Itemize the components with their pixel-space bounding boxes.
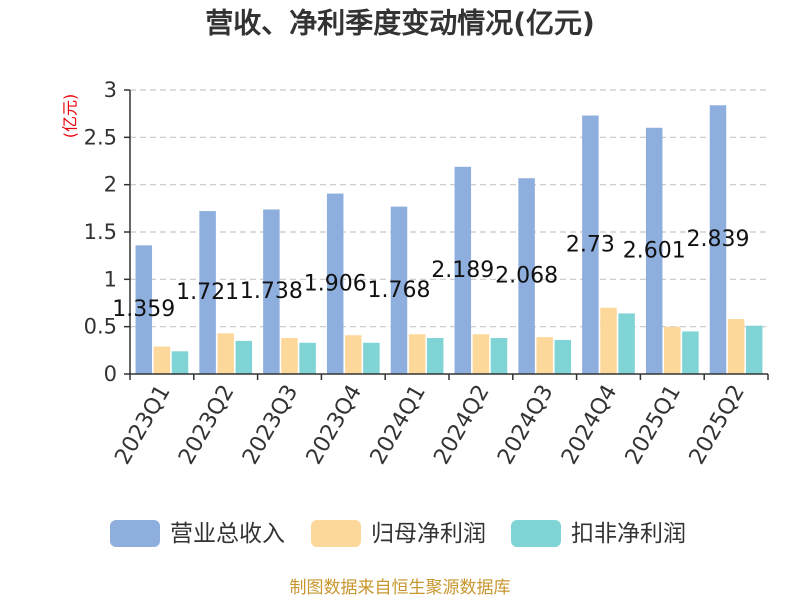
y-tick-label: 0.5 bbox=[84, 315, 117, 339]
x-tick-label: 2023Q4 bbox=[302, 381, 367, 469]
bar-deducted-net-profit bbox=[618, 313, 635, 374]
data-label-revenue: 1.768 bbox=[368, 278, 431, 303]
axes: 00.511.522.532023Q12023Q22023Q32023Q4202… bbox=[84, 78, 769, 469]
data-label-revenue: 2.73 bbox=[566, 232, 615, 257]
bar-deducted-net-profit bbox=[490, 338, 508, 374]
legend-swatch bbox=[511, 520, 561, 547]
data-label-revenue: 2.068 bbox=[495, 264, 558, 289]
y-tick-label: 2.5 bbox=[84, 125, 117, 149]
bar-net-profit bbox=[600, 307, 617, 374]
bar-revenue bbox=[263, 209, 280, 374]
bar-net-profit bbox=[408, 334, 426, 374]
data-label-revenue: 2.601 bbox=[623, 238, 686, 263]
bar-revenue bbox=[199, 211, 216, 374]
x-tick-label: 2024Q4 bbox=[557, 381, 622, 469]
y-tick-label: 2 bbox=[104, 173, 117, 197]
x-tick-label: 2025Q2 bbox=[685, 381, 750, 469]
bar-net-profit bbox=[536, 337, 553, 374]
x-tick-label: 2025Q1 bbox=[621, 381, 686, 469]
data-label-revenue: 1.359 bbox=[112, 297, 175, 322]
y-tick-label: 3 bbox=[104, 78, 117, 102]
x-tick-label: 2024Q2 bbox=[429, 381, 494, 469]
legend: 营业总收入 归母净利润 扣非净利润 bbox=[110, 520, 686, 547]
data-label-revenue: 1.721 bbox=[176, 280, 239, 305]
bar-revenue bbox=[518, 178, 535, 374]
y-tick-label: 1 bbox=[104, 267, 117, 291]
x-tick-label: 2023Q3 bbox=[238, 381, 303, 469]
bar-net-profit bbox=[153, 346, 171, 374]
data-label-revenue: 2.189 bbox=[431, 258, 494, 283]
legend-item-deducted-net-profit: 扣非净利润 bbox=[511, 520, 686, 547]
data-label-revenue: 1.906 bbox=[304, 271, 367, 296]
x-tick-label: 2023Q1 bbox=[110, 381, 175, 469]
y-axis-label: (亿元) bbox=[61, 94, 80, 139]
bar-revenue bbox=[709, 105, 727, 374]
data-label-revenue: 1.738 bbox=[240, 279, 303, 304]
legend-label: 扣非净利润 bbox=[571, 521, 686, 547]
bar-deducted-net-profit bbox=[682, 331, 699, 374]
bar-revenue bbox=[582, 115, 599, 374]
legend-item-net-profit: 归母净利润 bbox=[311, 520, 486, 547]
bar-net-profit bbox=[345, 335, 362, 374]
bar-revenue bbox=[645, 127, 663, 374]
bars bbox=[135, 105, 763, 374]
x-tick-label: 2024Q3 bbox=[493, 381, 558, 469]
bar-deducted-net-profit bbox=[235, 340, 253, 374]
legend-label: 归母净利润 bbox=[371, 521, 486, 547]
data-label-revenue: 2.839 bbox=[687, 227, 750, 252]
bar-deducted-net-profit bbox=[363, 342, 380, 374]
legend-swatch bbox=[311, 520, 361, 547]
y-tick-label: 0 bbox=[104, 362, 117, 386]
bar-deducted-net-profit bbox=[745, 325, 763, 374]
bar-deducted-net-profit bbox=[299, 342, 316, 374]
bar-revenue bbox=[454, 166, 472, 374]
bar-net-profit bbox=[727, 319, 745, 374]
bar-deducted-net-profit bbox=[426, 338, 444, 374]
bar-revenue bbox=[326, 193, 344, 374]
x-tick-label: 2024Q1 bbox=[366, 381, 431, 469]
legend-item-revenue: 营业总收入 bbox=[110, 520, 285, 547]
bar-revenue bbox=[390, 206, 408, 374]
bar-net-profit bbox=[217, 333, 234, 374]
bar-deducted-net-profit bbox=[171, 351, 189, 374]
source-note: 制图数据来自恒生聚源数据库 bbox=[290, 578, 511, 598]
bar-net-profit bbox=[664, 326, 681, 374]
y-tick-label: 1.5 bbox=[84, 220, 117, 244]
bar-net-profit bbox=[472, 334, 490, 374]
x-tick-label: 2023Q2 bbox=[174, 381, 239, 469]
bar-deducted-net-profit bbox=[554, 339, 572, 374]
bar-net-profit bbox=[281, 338, 298, 374]
legend-swatch bbox=[110, 520, 160, 547]
legend-label: 营业总收入 bbox=[170, 521, 285, 547]
chart-title: 营收、净利季度变动情况(亿元) bbox=[205, 7, 595, 40]
bar-revenue bbox=[135, 245, 153, 374]
